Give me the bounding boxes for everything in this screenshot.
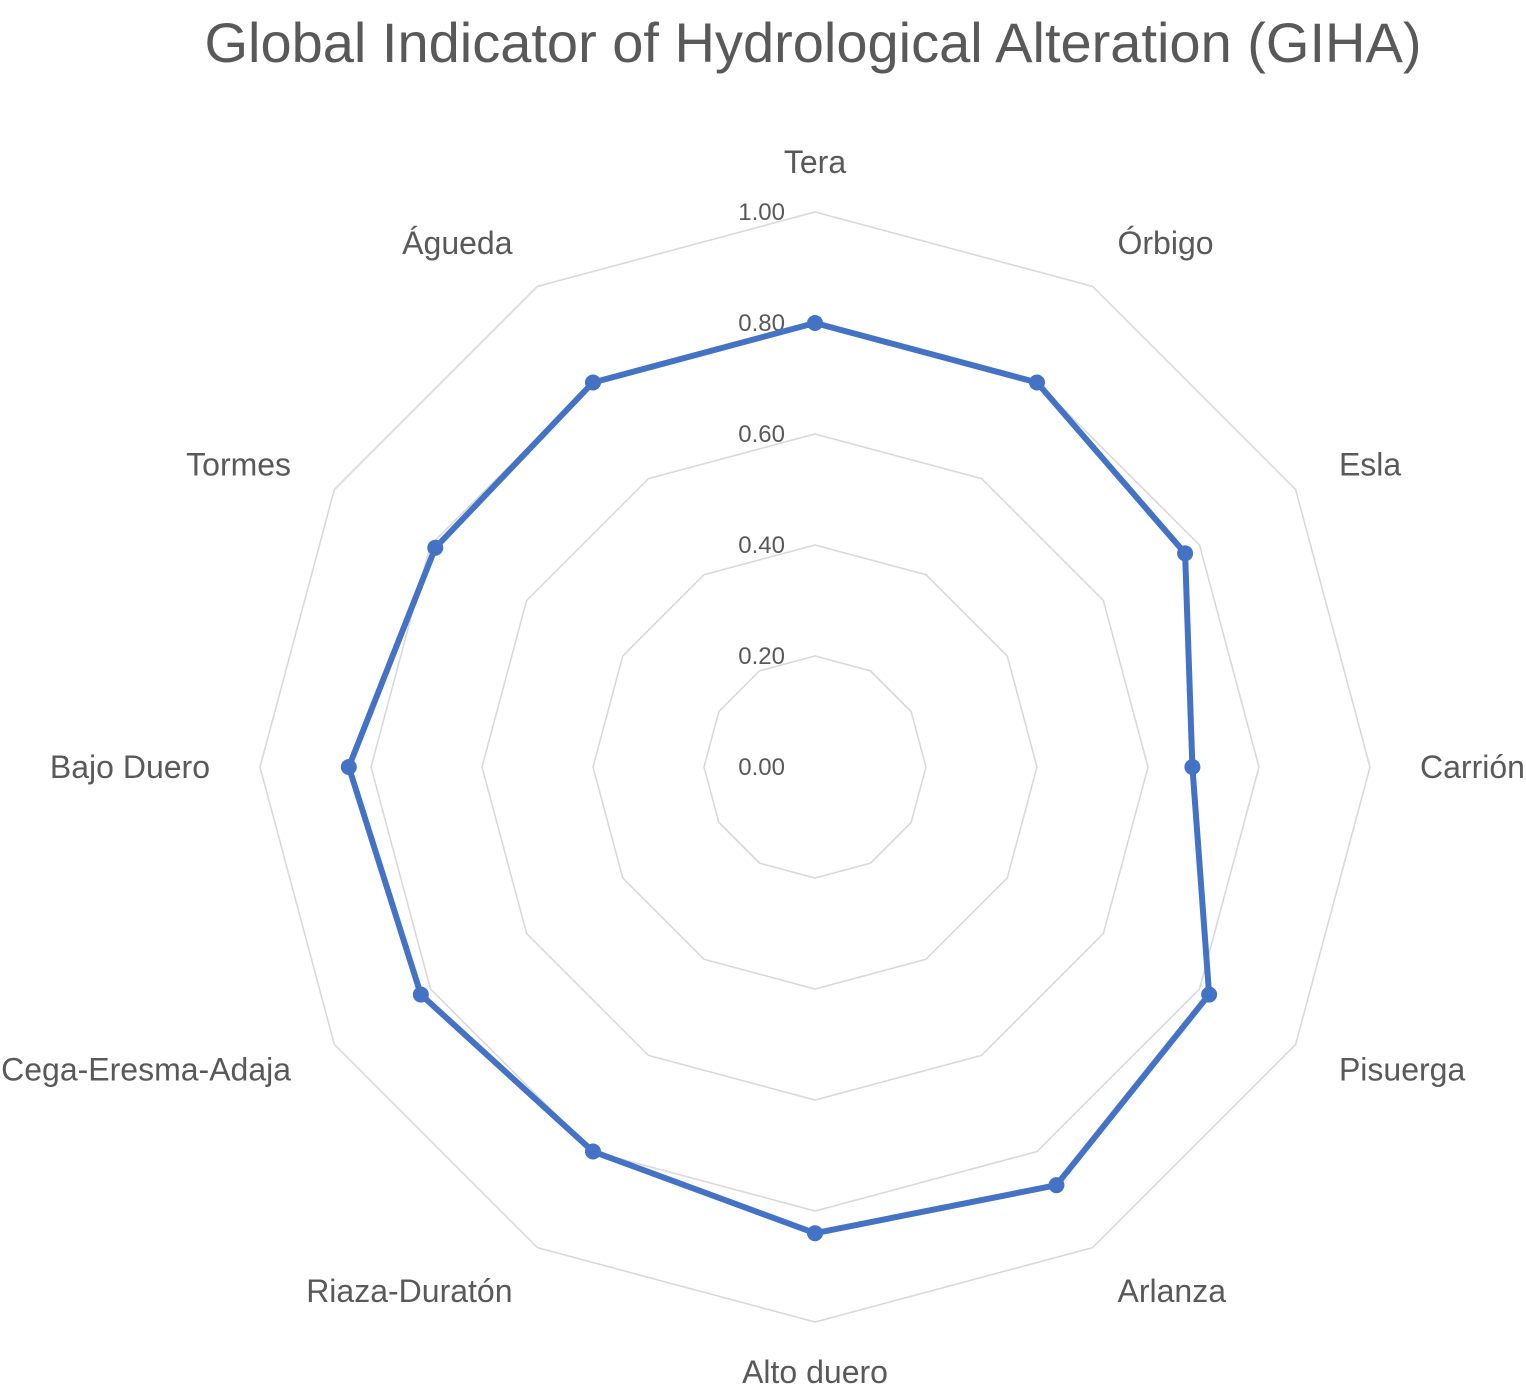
series-layer	[340, 315, 1218, 1242]
radial-tick-label-1: 0.20	[738, 643, 785, 670]
category-label-10: Tormes	[186, 447, 291, 483]
data-point-0-5	[1048, 1177, 1065, 1194]
radial-tick-label-5: 1.00	[738, 199, 785, 226]
grid-ring-4	[370, 322, 1260, 1212]
data-point-0-11	[585, 374, 601, 391]
data-point-0-8	[412, 986, 429, 1003]
chart-title: Global Indicator of Hydrological Alterat…	[204, 11, 1422, 74]
category-label-0: Tera	[784, 144, 846, 180]
grid-ring-2	[592, 544, 1038, 990]
category-label-9: Bajo Duero	[50, 749, 210, 785]
data-point-0-2	[1177, 545, 1194, 562]
data-point-0-4	[1201, 986, 1218, 1003]
radial-tick-labels: 0.000.200.400.600.801.00	[738, 199, 785, 781]
radial-tick-label-0: 0.00	[738, 754, 785, 781]
grid-ring-5	[259, 211, 1371, 1323]
data-point-0-10	[427, 539, 444, 556]
data-point-0-3	[1184, 759, 1201, 775]
category-label-7: Riaza-Duratón	[306, 1273, 512, 1309]
category-label-8: Cega-Eresma-Adaja	[1, 1052, 291, 1088]
data-point-0-7	[585, 1143, 601, 1160]
grid-layer	[259, 211, 1371, 1323]
category-label-2: Esla	[1339, 447, 1401, 483]
grid-ring-1	[703, 655, 927, 879]
radial-tick-label-2: 0.40	[738, 532, 785, 559]
category-label-6: Alto duero	[742, 1354, 888, 1390]
category-label-3: Carrión	[1420, 749, 1525, 785]
grid-ring-3	[481, 433, 1149, 1101]
category-label-1: Órbigo	[1118, 225, 1214, 261]
data-point-0-9	[340, 759, 357, 775]
radial-tick-label-3: 0.60	[738, 421, 785, 448]
data-point-0-1	[1029, 374, 1045, 391]
category-labels: Tera Órbigo Esla Carrión Pisuerga Arlanza Alto…	[1, 144, 1525, 1390]
category-label-4: Pisuerga	[1339, 1052, 1466, 1088]
category-label-5: Arlanza	[1118, 1273, 1227, 1309]
category-label-11: Águeda	[402, 225, 513, 261]
data-point-0-0	[807, 315, 823, 331]
data-point-0-6	[807, 1225, 823, 1242]
